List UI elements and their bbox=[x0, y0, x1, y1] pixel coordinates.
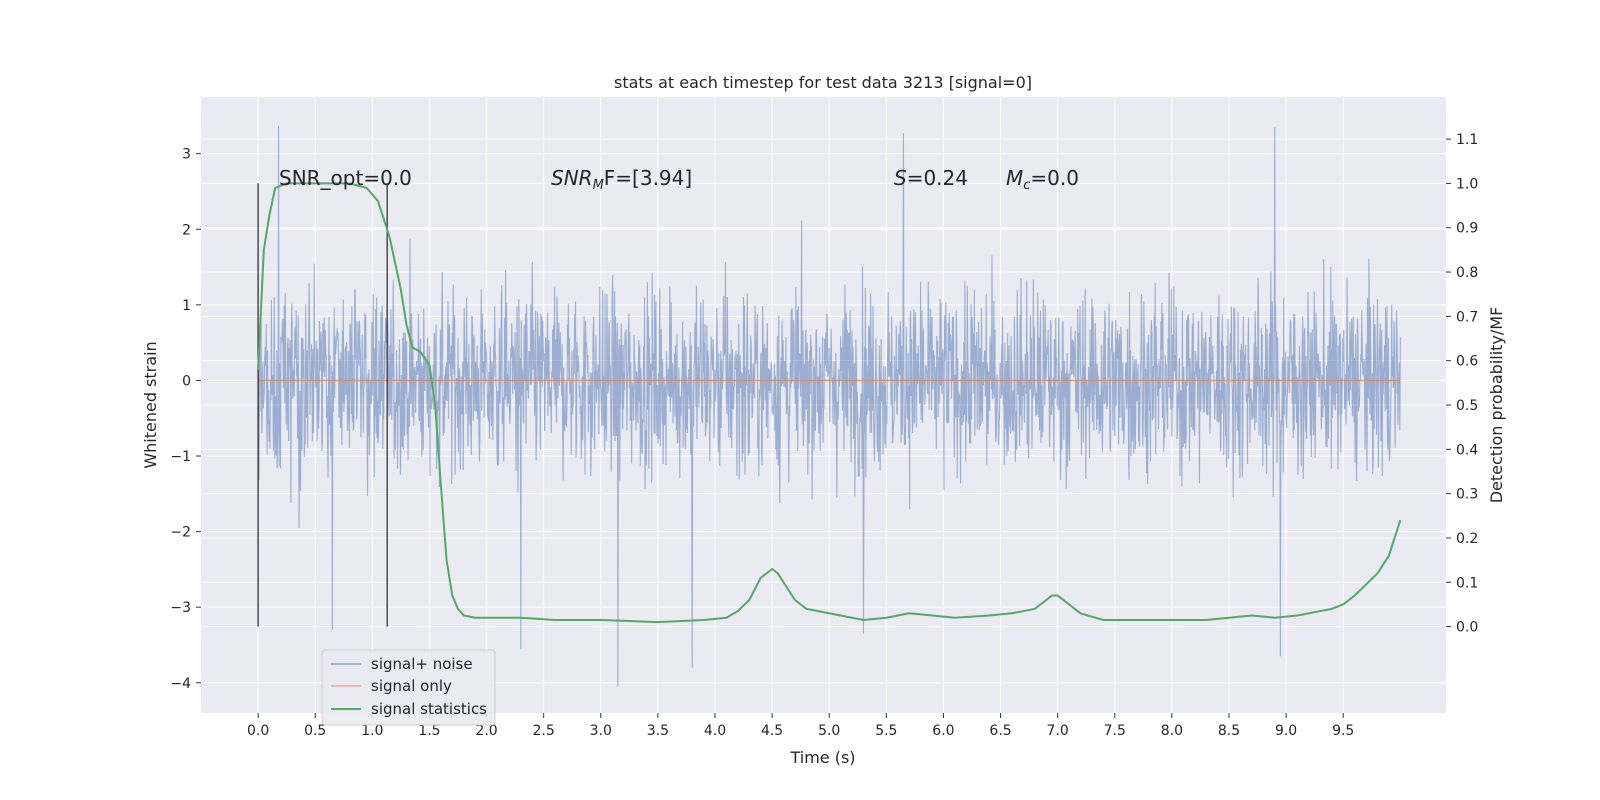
signal-noise-trace bbox=[257, 125, 1401, 687]
snr-mf-subscript: M bbox=[593, 178, 604, 193]
legend-label-signal-only: signal only bbox=[371, 677, 452, 695]
x-tick-label-10: 5.0 bbox=[818, 723, 840, 739]
y-tick-label-6: −3 bbox=[170, 600, 191, 616]
y2-tick-label-10: 0.1 bbox=[1456, 575, 1478, 591]
series-signal-statistics-line bbox=[257, 182, 1402, 624]
s-value: =0.24 bbox=[907, 166, 968, 190]
mc-subscript: c bbox=[1023, 178, 1030, 193]
vertical-markers bbox=[257, 183, 388, 627]
x-tick-label-4: 2.0 bbox=[475, 723, 497, 739]
chart-title: stats at each timestep for test data 321… bbox=[614, 73, 1032, 92]
s-var: S bbox=[894, 166, 907, 190]
annotation-snr-opt: SNR_opt=0.0 bbox=[279, 166, 412, 190]
y2-tick-label-11: 0.0 bbox=[1456, 620, 1478, 636]
y2-tick-label-1: 1.0 bbox=[1456, 176, 1478, 192]
x-tick-label-0: 0.0 bbox=[247, 723, 269, 739]
x-axis-ticks: 0.0 0.5 1.0 1.5 2.0 2.5 3.0 3.5 4.0 4.5 5.0 5.5 6.0 6… bbox=[247, 713, 1354, 739]
annotation-snr-mf: SNRMF=[3.94] bbox=[551, 166, 692, 193]
annotation-s: S=0.24 bbox=[894, 166, 968, 190]
x-tick-label-2: 1.0 bbox=[361, 723, 383, 739]
y-tick-label-2: 1 bbox=[182, 298, 191, 314]
snr-mf-rest: F=[3.94] bbox=[604, 166, 692, 190]
x-tick-label-9: 4.5 bbox=[761, 723, 783, 739]
y-tick-label-7: −4 bbox=[170, 676, 191, 692]
x-tick-label-16: 8.0 bbox=[1161, 723, 1183, 739]
series-signal-noise bbox=[257, 125, 1401, 687]
y2-tick-label-8: 0.3 bbox=[1456, 487, 1478, 503]
x-tick-label-19: 9.5 bbox=[1332, 723, 1354, 739]
y2-tick-label-2: 0.9 bbox=[1456, 221, 1478, 237]
x-tick-label-8: 4.0 bbox=[704, 723, 726, 739]
mc-var: M bbox=[1006, 166, 1023, 190]
x-tick-label-17: 8.5 bbox=[1218, 723, 1240, 739]
y-tick-label-4: −1 bbox=[170, 449, 191, 465]
x-tick-label-7: 3.5 bbox=[647, 723, 669, 739]
y2-axis-ticks: 1.1 1.0 0.9 0.8 0.7 0.6 0.5 0.4 0.3 0.2 0.1 0.0 bbox=[1446, 132, 1478, 636]
x-tick-label-3: 1.5 bbox=[418, 723, 440, 739]
x-axis-label: Time (s) bbox=[789, 748, 855, 767]
x-tick-label-5: 2.5 bbox=[533, 723, 555, 739]
x-tick-label-18: 9.0 bbox=[1275, 723, 1297, 739]
x-tick-label-13: 6.5 bbox=[989, 723, 1011, 739]
mc-value: =0.0 bbox=[1030, 166, 1079, 190]
x-tick-label-11: 5.5 bbox=[875, 723, 897, 739]
y2-tick-label-9: 0.2 bbox=[1456, 531, 1478, 547]
legend-label-signal-noise: signal+ noise bbox=[371, 655, 473, 673]
y-tick-label-3: 0 bbox=[182, 373, 191, 389]
x-tick-label-15: 7.5 bbox=[1104, 723, 1126, 739]
y-tick-label-5: −2 bbox=[170, 525, 191, 541]
y2-tick-label-0: 1.1 bbox=[1456, 132, 1478, 148]
legend: signal+ noise signal only signal statist… bbox=[321, 649, 496, 726]
y2-tick-label-3: 0.8 bbox=[1456, 265, 1478, 281]
legend-box bbox=[321, 649, 496, 726]
y2-tick-label-7: 0.4 bbox=[1456, 442, 1478, 458]
y2-tick-label-6: 0.5 bbox=[1456, 398, 1478, 414]
y2-tick-label-4: 0.7 bbox=[1456, 309, 1478, 325]
y2-tick-label-5: 0.6 bbox=[1456, 354, 1478, 370]
legend-label-signal-statistics: signal statistics bbox=[371, 700, 487, 718]
x-tick-label-12: 6.0 bbox=[932, 723, 954, 739]
x-tick-label-1: 0.5 bbox=[304, 723, 326, 739]
y-tick-label-0: 3 bbox=[182, 147, 191, 163]
y-axis-label: Whitened strain bbox=[141, 341, 160, 468]
y2-axis-label: Detection probability/MF bbox=[1487, 307, 1506, 504]
y-tick-label-1: 2 bbox=[182, 222, 191, 238]
x-tick-label-14: 7.0 bbox=[1047, 723, 1069, 739]
snr-mf-main: SNR bbox=[551, 166, 593, 190]
annotation-mc: Mc=0.0 bbox=[1006, 166, 1079, 193]
y-axis-ticks: 3 2 1 0 −1 −2 −3 −4 bbox=[170, 147, 201, 692]
x-tick-label-6: 3.0 bbox=[590, 723, 612, 739]
